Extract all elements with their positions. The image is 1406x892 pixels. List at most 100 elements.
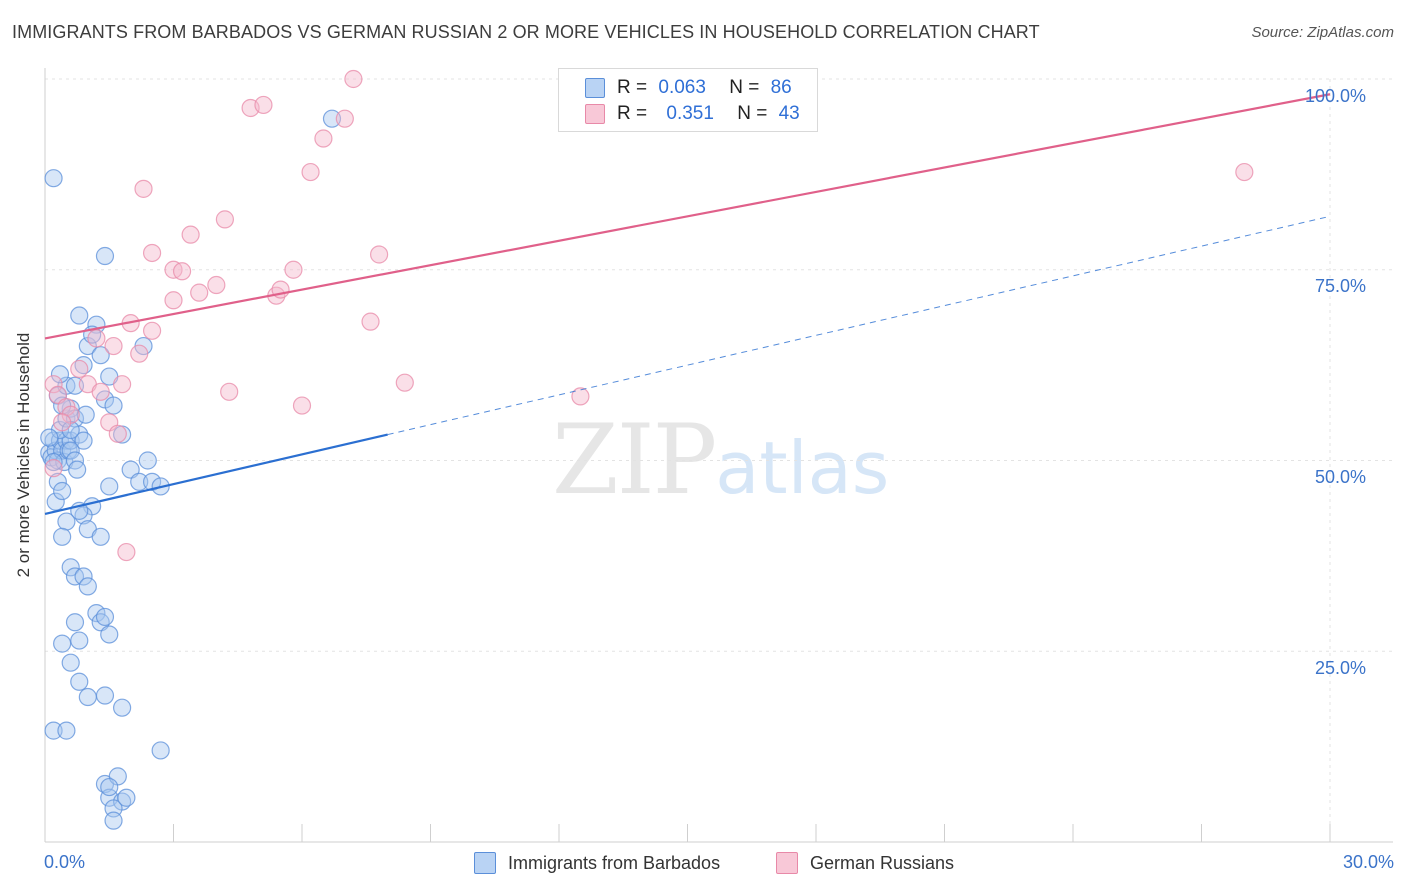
point-german-russian [112,375,132,394]
point-barbados [44,452,63,472]
point-german-russian [142,243,162,263]
point-german-russian [108,424,127,443]
point-german-russian [254,95,273,115]
point-barbados [100,777,119,797]
legend-n-label: N = [729,77,760,98]
point-barbados [46,492,65,511]
point-barbados [61,558,80,577]
legend-swatch-blue [585,78,605,98]
point-barbados [112,698,132,717]
point-barbados [78,687,97,707]
bottom-legend-label-german-russians: German Russians [810,852,955,873]
bottom-legend-label-barbados: Immigrants from Barbados [508,852,721,873]
point-barbados [91,527,110,546]
correlation-legend: R = 0.063 N = 86 R = 0.351 N = 43 [558,68,818,132]
point-german-russian [190,283,209,302]
point-barbados [74,431,93,450]
point-german-russian [91,382,110,401]
point-barbados [117,788,136,807]
point-barbados [95,246,115,266]
point-barbados [61,653,80,672]
point-barbados [78,577,97,596]
point-german-russian [104,336,123,356]
point-barbados [87,603,106,623]
point-german-russian [117,542,136,562]
point-german-russian [370,245,389,264]
point-barbados [61,441,80,460]
point-german-russian [1235,162,1254,182]
bottom-legend-barbados[interactable]: Immigrants from Barbados [474,852,720,874]
point-barbados [44,721,63,740]
point-german-russian [314,129,333,148]
point-german-russian [44,375,63,394]
trendline-german-russians [44,93,1331,340]
point-barbados [53,527,72,546]
point-german-russian [571,387,590,406]
x-tick-max: 30.0% [1342,852,1394,872]
point-german-russian [220,382,239,401]
point-german-russian [344,69,363,89]
point-barbados [104,396,123,415]
point-german-russian [207,275,226,295]
point-barbados [40,428,59,447]
point-barbados [53,634,72,653]
trendline-barbados-extension [387,215,1331,436]
point-barbados [44,169,63,188]
y-tick-75: 75.0% [1314,276,1366,296]
point-german-russian [44,459,63,478]
point-barbados [100,477,119,496]
y-axis-label: 2 or more Vehicles in Household [14,332,33,578]
point-german-russian [70,359,89,379]
point-german-russian [361,312,380,331]
point-barbados [48,472,67,491]
trendline-barbados [44,433,388,515]
point-barbados [95,686,115,705]
legend-n-value-barbados: 86 [770,77,792,98]
point-german-russian [53,413,72,432]
point-barbados [130,472,149,491]
point-german-russian [284,260,303,279]
point-german-russian [172,262,192,281]
y-tick-100: 100.0% [1304,86,1366,106]
legend-n-value-german-russians: 43 [778,103,800,124]
point-german-russian [215,210,234,229]
x-tick-min: 0.0% [44,852,86,872]
point-barbados [151,741,170,760]
chart-title: IMMIGRANTS FROM BARBADOS VS GERMAN RUSSI… [12,22,1040,42]
point-barbados [53,481,72,501]
point-barbados [138,451,157,470]
legend-r-value-german-russians: 0.351 [666,103,714,124]
bottom-legend-german-russians[interactable]: German Russians [776,852,954,874]
point-barbados [68,460,87,479]
point-barbados [104,811,123,830]
point-german-russian [134,179,153,198]
point-barbados [74,567,93,586]
point-barbados [65,613,85,632]
point-barbados [57,721,76,740]
point-barbados [57,512,76,531]
point-barbados [50,365,70,384]
bottom-legend: Immigrants from Barbados German Russians [0,852,1406,878]
legend-r-value-barbados: 0.063 [658,77,706,98]
legend-n-label: N = [737,103,768,124]
legend-r-label: R = [617,103,648,124]
legend-swatch-pink [585,104,605,124]
point-barbados [142,472,162,491]
point-barbados [100,625,119,644]
watermark-atlas: atlas [715,426,890,510]
point-german-russian [335,109,354,128]
point-german-russian [395,373,414,392]
point-barbados [91,346,110,365]
point-german-russian [87,329,106,348]
point-barbados [70,672,89,691]
legend-r-label: R = [617,77,648,98]
point-german-russian [130,344,149,363]
point-barbados [322,109,342,128]
source-label: Source: ZipAtlas.com [1251,24,1394,41]
point-barbados [95,607,115,627]
point-barbados [76,405,95,424]
point-german-russian [301,162,320,182]
bottom-legend-swatch-blue [474,852,496,874]
y-tick-25: 25.0% [1314,658,1366,678]
